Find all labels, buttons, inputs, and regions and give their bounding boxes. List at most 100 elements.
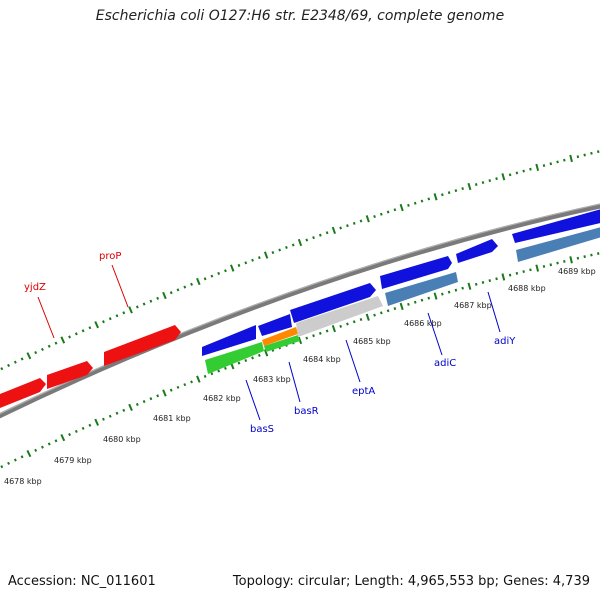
tick-mark [420,298,424,302]
gene-arrow[interactable] [296,296,383,337]
inner-tick-ring [0,252,600,469]
tick-mark [529,268,532,272]
tick-label: 4684 kbp [303,355,341,364]
tick-mark [522,169,525,173]
tick-mark [210,372,214,376]
tick-mark [115,314,119,318]
gene-arrow[interactable] [262,327,298,346]
tick-mark [365,313,370,321]
tick-mark [142,302,146,306]
tick-mark [501,273,506,281]
tick-label: 4689 kbp [558,267,596,276]
tick-mark [142,400,146,404]
tick-mark [41,347,44,351]
gene-arrow[interactable] [516,226,600,262]
gene-label-basS[interactable]: basS [250,424,274,435]
tick-mark [135,305,139,309]
tick-mark [263,251,269,259]
tick-mark [68,433,71,437]
tick-mark [149,397,153,401]
gene-arrow[interactable] [456,239,498,263]
tick-mark [501,173,506,181]
tick-mark [386,309,390,313]
tick-mark [427,197,431,201]
tick-mark [122,408,126,412]
tick-mark [535,163,540,171]
tick-mark [556,261,559,265]
tick-mark [54,341,58,345]
gene-arrow[interactable] [202,325,256,356]
tick-labels: 4678 kbp 4679 kbp 4680 kbp 4681 kbp 4682… [4,267,596,486]
tick-mark [474,183,478,187]
gene-arrow[interactable] [0,378,46,410]
tick-mark [183,285,187,289]
tick-mark [318,331,322,335]
tick-mark [217,271,221,275]
tick-mark [34,448,38,452]
tick-label: 4683 kbp [253,375,291,384]
tick-mark [312,236,315,240]
gene-arrow[interactable] [380,256,452,289]
tick-mark [169,291,173,295]
tick-mark [196,277,201,286]
tick-mark [297,238,303,247]
gene-arrow[interactable] [290,283,376,323]
tick-mark [331,226,336,235]
tick-mark [481,181,485,185]
tick-label: 4687 kbp [454,301,492,310]
tick-mark [156,296,160,300]
tick-mark [529,167,532,171]
tick-label: 4686 kbp [404,319,442,328]
tick-mark [542,264,546,268]
tick-mark [122,311,126,315]
gene-arrow[interactable] [205,342,264,374]
tick-label: 4681 kbp [153,414,191,423]
tick-mark [81,329,85,333]
tick-mark [34,351,38,355]
tick-mark [454,288,458,292]
tick-label: 4682 kbp [203,394,241,403]
gene-label-basR[interactable]: basR [294,406,319,417]
gene-label-adiY[interactable]: adiY [494,336,516,347]
gene-arrow[interactable] [385,272,458,306]
tick-mark [60,434,66,442]
tick-mark [237,263,241,267]
tick-label: 4678 kbp [4,477,42,486]
tick-mark [495,277,498,281]
tick-label: 4688 kbp [508,284,546,293]
gene-arrow[interactable] [104,325,181,366]
tick-mark [359,219,363,223]
tick-mark [576,256,580,260]
tick-mark [244,261,248,265]
tick-mark [399,302,404,311]
tick-mark [508,273,512,277]
outer-tick-ring [0,150,600,371]
gene-label-proP[interactable]: proP [99,251,121,262]
gene-label-yjdZ[interactable]: yjdZ [24,282,46,293]
tick-mark [407,203,410,207]
tick-mark [237,361,241,365]
tick-mark [108,317,112,321]
gene-arrow[interactable] [47,361,93,389]
tick-mark [81,426,85,430]
tick-mark [203,374,207,378]
tick-mark [60,336,66,344]
tick-mark [176,288,180,292]
gene-label-eptA[interactable]: eptA [352,386,375,397]
gene-arrow[interactable] [258,314,292,336]
tick-mark [203,277,207,281]
gene-label-adiC[interactable]: adiC [434,358,456,369]
tick-mark [379,212,383,216]
tick-mark [305,336,309,340]
tick-mark [454,189,458,193]
tick-mark [495,177,498,181]
tick-mark [373,214,376,218]
tick-mark [427,296,431,300]
gene-arrow[interactable] [264,335,300,352]
tick-mark [271,250,275,255]
tick-mark [488,279,492,283]
tick-mark [244,359,248,363]
tick-mark [596,252,600,255]
gene-arrow[interactable] [512,208,600,243]
